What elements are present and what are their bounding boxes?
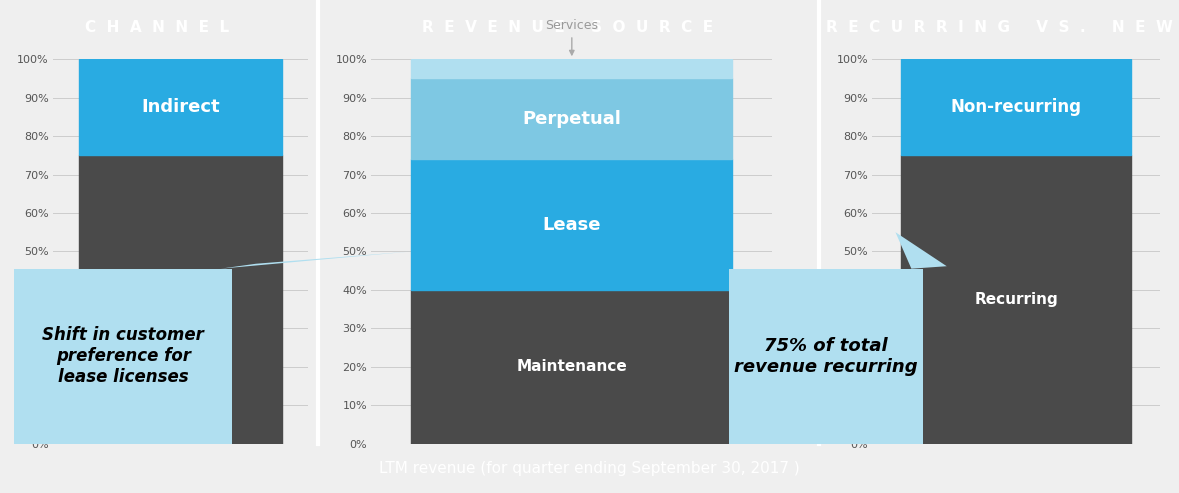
FancyBboxPatch shape xyxy=(729,269,923,444)
Polygon shape xyxy=(220,251,411,269)
Text: Direct: Direct xyxy=(150,290,211,309)
Text: LTM revenue (for quarter ending September 30, 2017 ): LTM revenue (for quarter ending Septembe… xyxy=(380,461,799,476)
Bar xyxy=(411,159,732,290)
Bar xyxy=(411,78,732,159)
Text: Perpetual: Perpetual xyxy=(522,110,621,128)
Text: C  H  A  N  N  E  L: C H A N N E L xyxy=(85,20,230,35)
Text: Non-recurring: Non-recurring xyxy=(950,98,1082,116)
Text: Indirect: Indirect xyxy=(141,98,219,116)
Text: R  E  C  U  R  R  I  N  G     V  S  .     N  E  W: R E C U R R I N G V S . N E W xyxy=(825,20,1173,35)
Bar xyxy=(901,155,1132,444)
Bar xyxy=(79,59,282,155)
Polygon shape xyxy=(896,232,947,269)
FancyBboxPatch shape xyxy=(14,269,232,444)
Bar xyxy=(411,59,732,78)
Bar xyxy=(411,290,732,444)
Text: Shift in customer
preference for
lease licenses: Shift in customer preference for lease l… xyxy=(42,326,204,386)
Text: 75% of total
revenue recurring: 75% of total revenue recurring xyxy=(735,337,917,376)
Text: Services: Services xyxy=(546,19,598,55)
Text: Recurring: Recurring xyxy=(974,292,1059,307)
Text: R  E  V  E  N  U  E     S  O  U  R  C  E: R E V E N U E S O U R C E xyxy=(422,20,712,35)
Bar xyxy=(79,155,282,444)
Text: Lease: Lease xyxy=(542,215,601,234)
Text: Maintenance: Maintenance xyxy=(516,359,627,374)
Bar xyxy=(901,59,1132,155)
